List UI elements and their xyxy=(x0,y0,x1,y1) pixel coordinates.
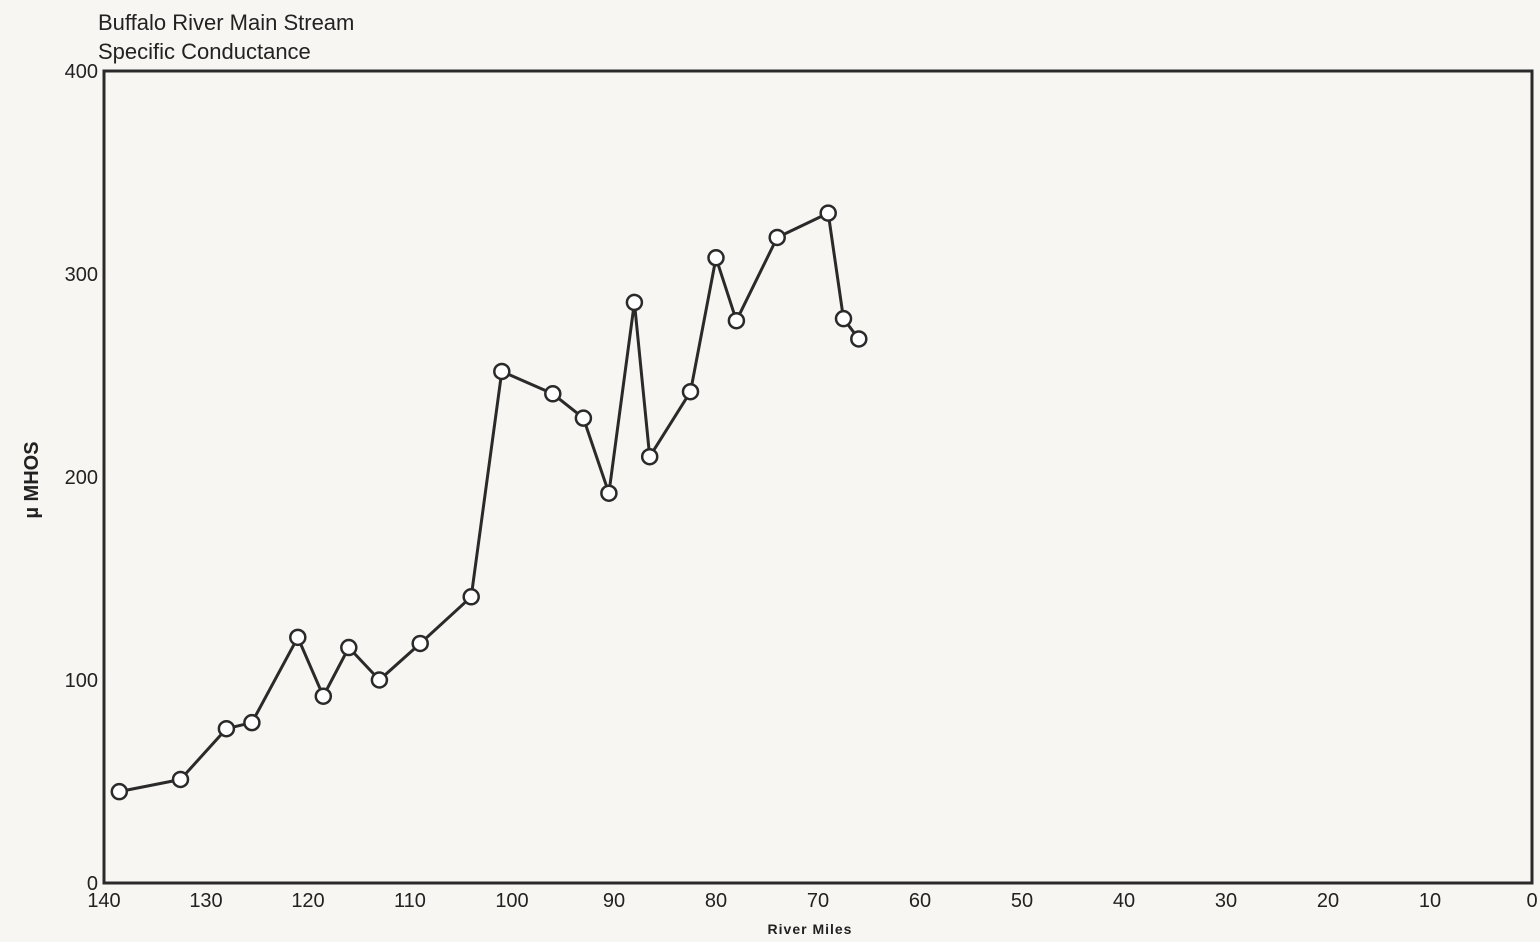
x-tick-label: 140 xyxy=(87,890,120,912)
y-axis-label: µ MHOS xyxy=(21,441,43,518)
data-point xyxy=(243,713,261,732)
data-point xyxy=(600,484,618,502)
y-tick-label: 100 xyxy=(65,670,98,692)
x-tick-label: 70 xyxy=(807,890,829,912)
series-layer xyxy=(110,204,868,801)
y-axis-ticks: 0 100 200 300 400 xyxy=(65,61,98,895)
chart-title: Buffalo River Main Stream xyxy=(98,10,354,35)
data-point xyxy=(289,628,307,647)
x-tick-label: 90 xyxy=(603,890,625,912)
x-tick-label: 50 xyxy=(1011,890,1033,912)
data-point xyxy=(340,638,358,657)
data-point xyxy=(462,588,480,606)
data-point xyxy=(171,770,190,789)
data-point xyxy=(544,385,562,403)
x-axis-label: River Miles xyxy=(768,921,853,937)
data-point xyxy=(727,311,746,330)
chart-subtitle: Specific Conductance xyxy=(98,39,311,64)
x-tick-label: 30 xyxy=(1215,890,1237,912)
data-point xyxy=(707,249,725,267)
data-point xyxy=(640,447,659,466)
x-tick-label: 40 xyxy=(1113,890,1135,912)
data-point xyxy=(850,330,868,348)
data-point xyxy=(768,228,786,247)
data-point xyxy=(625,293,644,312)
data-point xyxy=(493,362,511,381)
data-point xyxy=(217,719,236,738)
data-point xyxy=(314,687,333,705)
x-tick-label: 110 xyxy=(394,890,426,912)
data-point xyxy=(574,409,593,427)
y-tick-label: 200 xyxy=(65,467,98,489)
x-axis-ticks: 140 130 120 110 100 90 80 70 60 50 40 30 20 10 0 xyxy=(87,890,1537,912)
x-tick-label: 100 xyxy=(495,890,528,912)
data-point xyxy=(681,382,700,401)
x-tick-label: 60 xyxy=(909,890,931,912)
data-point xyxy=(834,309,853,328)
x-tick-label: 120 xyxy=(291,890,324,912)
x-tick-label: 0 xyxy=(1526,890,1537,912)
y-tick-label: 300 xyxy=(65,264,98,286)
y-tick-label: 400 xyxy=(65,61,98,83)
data-point xyxy=(110,782,129,801)
data-point xyxy=(411,634,429,653)
series-line xyxy=(119,211,860,794)
plot-frame xyxy=(102,69,1534,885)
x-tick-label: 10 xyxy=(1419,890,1441,912)
data-point xyxy=(370,671,389,689)
y-tick-label: 0 xyxy=(87,873,98,895)
x-tick-label: 130 xyxy=(189,890,222,912)
x-tick-label: 80 xyxy=(705,890,727,912)
x-tick-label: 20 xyxy=(1317,890,1339,912)
data-point xyxy=(819,204,837,222)
